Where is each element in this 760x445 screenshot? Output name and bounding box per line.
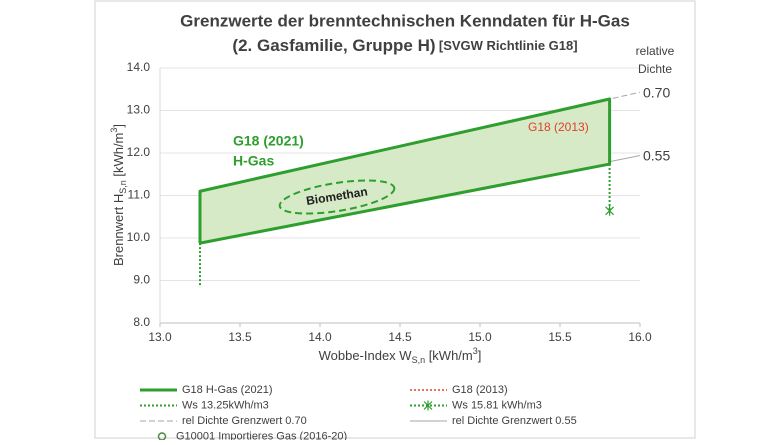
y-axis-label: Brennwert HS,n [kWh/m3] — [109, 124, 128, 266]
annotation: 0.55 — [643, 148, 670, 164]
marker — [423, 400, 433, 411]
label-sub: S,n — [118, 180, 128, 194]
annotation: 0.70 — [643, 85, 670, 101]
annotation: H-Gas — [233, 153, 274, 169]
x-tick-label: 14.0 — [308, 330, 332, 344]
label-part: ] — [478, 348, 482, 363]
legend-label: G18 (2013) — [452, 384, 508, 396]
label-part: [kWh/m — [425, 348, 473, 363]
marker — [605, 205, 615, 216]
label-sub: S,n — [412, 355, 426, 365]
x-tick-label: 14.5 — [388, 330, 412, 344]
chart-title: Grenzwerte der brenntechnischen Kenndate… — [180, 11, 630, 30]
legend-label: G18 H-Gas (2021) — [182, 384, 272, 396]
y-tick-label: 8.0 — [133, 315, 150, 329]
y-tick-label: 9.0 — [133, 273, 150, 287]
annotation: relative — [636, 44, 675, 58]
label-part: ] — [111, 124, 126, 128]
biomethan-region — [278, 179, 396, 215]
legend-label: rel Dichte Grenzwert 0.70 — [182, 415, 307, 427]
label-part: Brennwert H — [111, 194, 126, 266]
legend-label: G10001 Importieres Gas (2016-20) — [176, 430, 347, 440]
label-sup: 3 — [109, 128, 119, 133]
x-tick-label: 16.0 — [628, 330, 652, 344]
annotation: G18 (2013) — [528, 120, 589, 134]
y-tick-label: 11.0 — [128, 188, 151, 202]
area — [200, 99, 610, 244]
line — [198, 97, 612, 245]
plot-area: 8.0 9.0 10.0 11.0 12.0 13.0 14.0 13.0 13.5 14.0 14… — [127, 60, 652, 344]
x-tick-label: 13.0 — [148, 330, 172, 344]
x-axis-label: Wobbe-Index WS,n [kWh/m3] — [319, 346, 482, 365]
label-sup: 3 — [473, 346, 478, 356]
chart-subtitle: (2. Gasfamilie, Gruppe H) [SVGW Richtlin… — [232, 36, 577, 55]
legend-label: rel Dichte Grenzwert 0.55 — [452, 415, 577, 427]
y-tick-label: 12.0 — [127, 145, 151, 159]
legend-label: Ws 13.25kWh/m3 — [182, 399, 269, 411]
label-part: [kWh/m — [111, 133, 126, 181]
annotation: Dichte — [638, 62, 672, 76]
y-tick-label: 13.0 — [127, 103, 151, 117]
annotation: G18 (2021) — [233, 133, 304, 149]
x-tick-label: 13.5 — [228, 330, 252, 344]
chart-frame — [94, 0, 696, 439]
subtitle: (2. Gasfamilie, Gruppe H) — [232, 36, 435, 55]
x-tick-label: 15.5 — [548, 330, 572, 344]
subtitle-note: [SVGW Richtlinie G18] — [439, 38, 578, 53]
x-tick-label: 15.0 — [468, 330, 492, 344]
label-part: Wobbe-Index W — [319, 348, 413, 363]
y-tick-label: 10.0 — [127, 230, 151, 244]
y-tick-label: 14.0 — [127, 60, 151, 74]
legend-label: Ws 15.81 kWh/m3 — [452, 399, 542, 411]
legend: G18 H-Gas (2021) G18 (2013) Ws 13.25kWh/m3… — [140, 384, 577, 442]
